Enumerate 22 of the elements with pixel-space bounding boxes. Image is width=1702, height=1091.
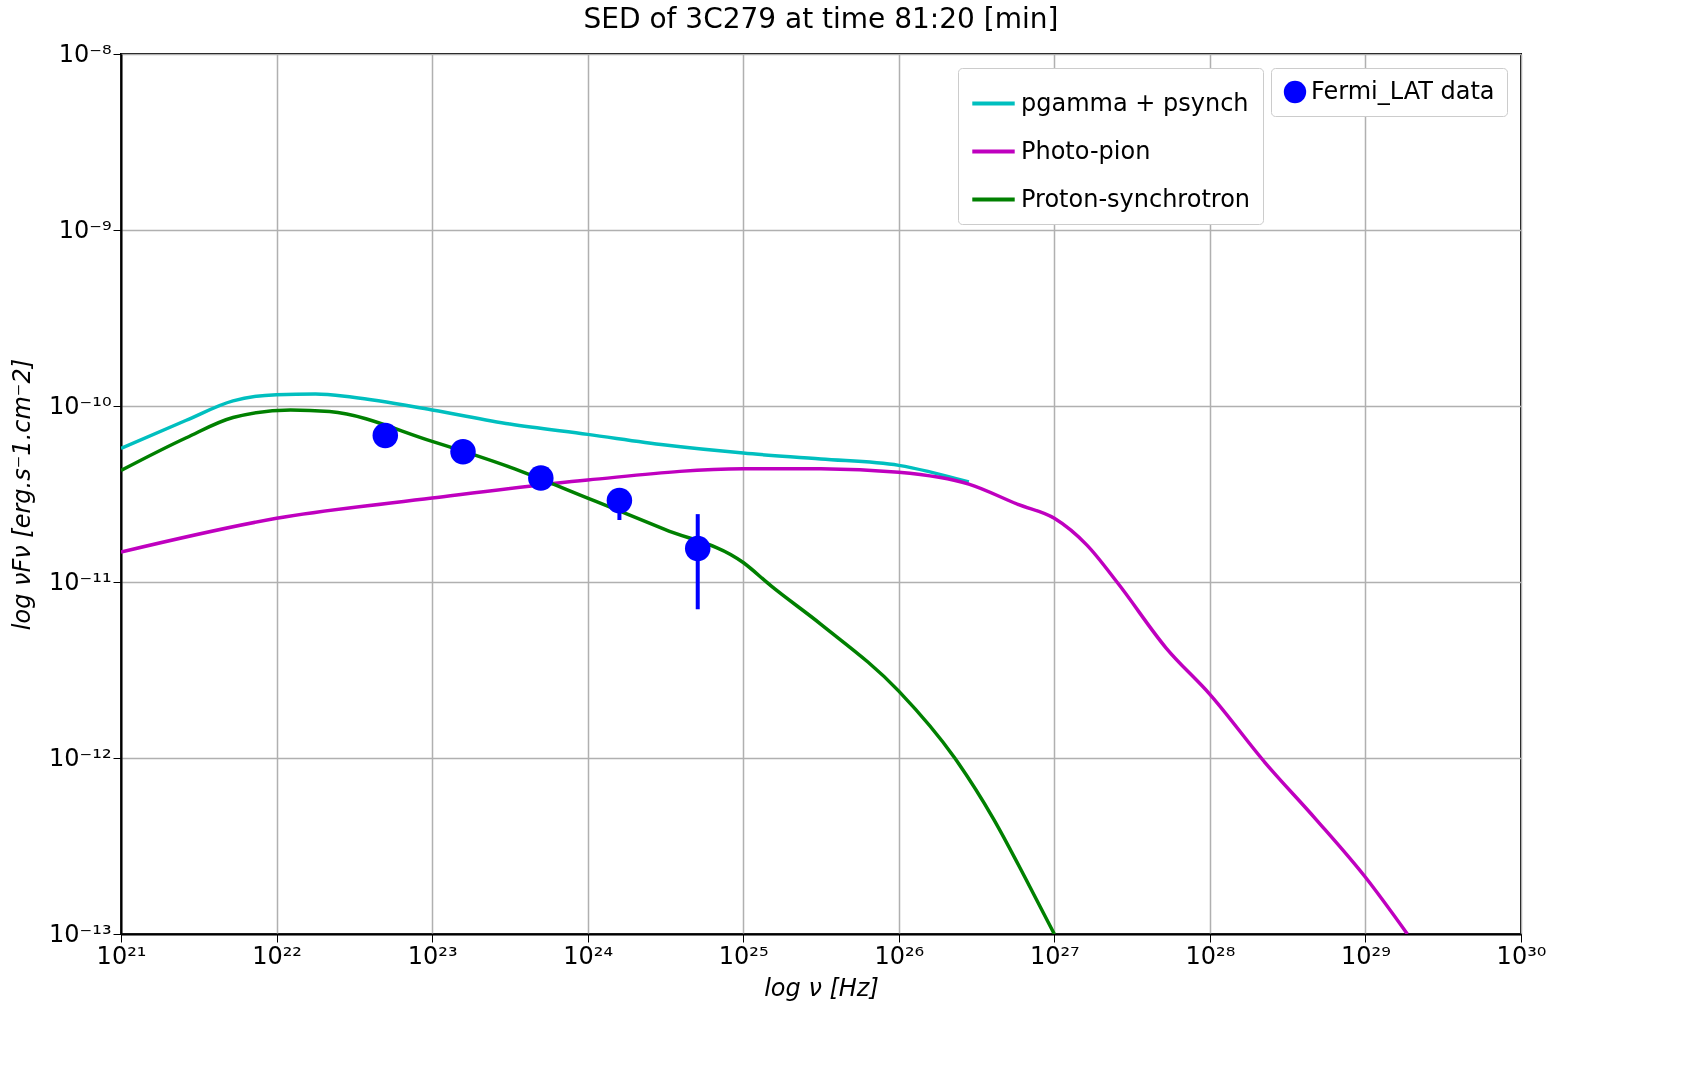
y-tick-label: 10⁻¹¹: [49, 567, 112, 596]
chart-title: SED of 3C279 at time 81:20 [min]: [583, 2, 1059, 35]
legend-label: Photo-pion: [1021, 136, 1151, 165]
x-axis-title: log ν [Hz]: [764, 973, 879, 1002]
x-tick-label: 10²⁹: [1341, 941, 1391, 970]
x-tick-label: 10²⁴: [563, 941, 614, 970]
x-tick-label: 10²²: [252, 941, 302, 970]
y-axis-title: log νFν [erg.s⁻1.cm⁻2]: [8, 358, 37, 631]
x-tick-label: 10²⁸: [1185, 941, 1236, 970]
legend-label: Fermi_LAT data: [1311, 77, 1495, 105]
x-tick-label: 10²⁵: [718, 941, 769, 970]
x-tick-label: 10²⁶: [874, 941, 925, 970]
x-tick-label: 10²³: [407, 941, 458, 970]
y-tick-label: 10⁻¹⁰: [49, 391, 112, 420]
legend-label: pgamma + psynch: [1021, 88, 1249, 117]
y-tick-label: 10⁻⁹: [58, 215, 112, 244]
x-tick-label: 10²¹: [96, 941, 147, 970]
y-tick-label: 10⁻¹²: [49, 743, 112, 772]
x-tick-label: 10²⁷: [1029, 941, 1080, 970]
legend-label: Proton-synchrotron: [1021, 184, 1251, 213]
y-tick-label: 10⁻⁸: [58, 39, 112, 68]
x-tick-label: 10³⁰: [1496, 941, 1547, 970]
